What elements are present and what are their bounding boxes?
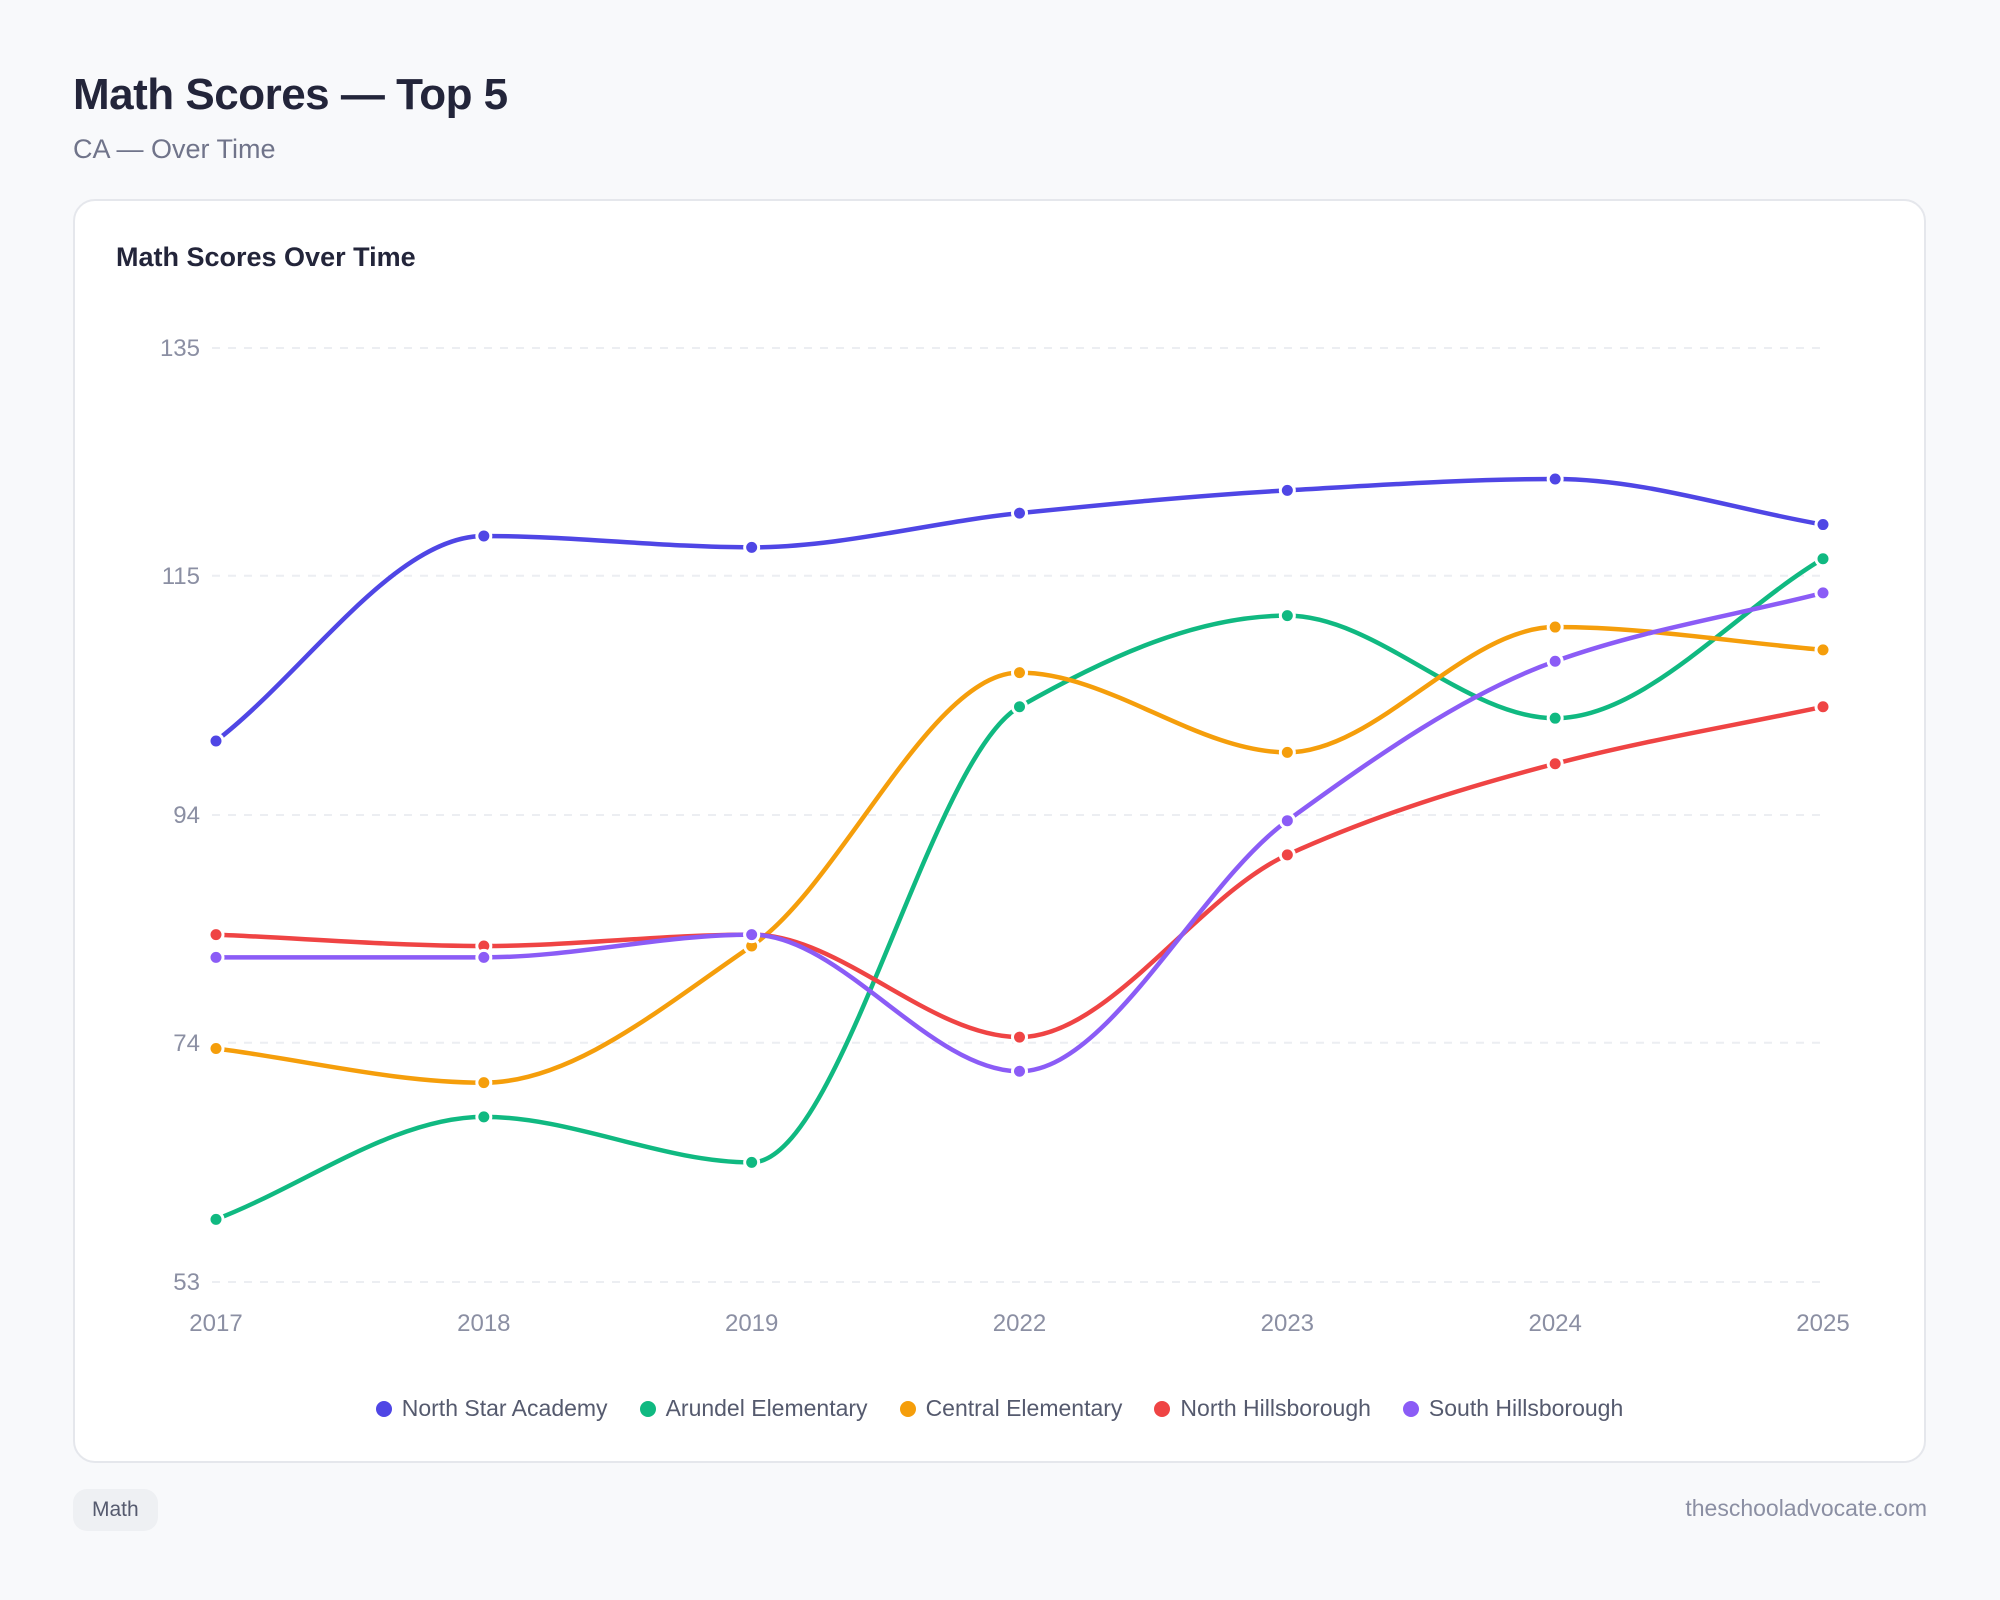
- data-point-north-hillsborough[interactable]: [1546, 755, 1564, 773]
- data-point-south-hillsborough[interactable]: [1814, 584, 1832, 602]
- data-point-central-elementary[interactable]: [1814, 641, 1832, 659]
- data-point-south-hillsborough[interactable]: [1278, 812, 1296, 830]
- page-title: Math Scores — Top 5: [73, 70, 508, 119]
- data-point-central-elementary[interactable]: [207, 1040, 225, 1057]
- data-point-central-elementary[interactable]: [1011, 664, 1028, 682]
- legend-label: South Hillsborough: [1428, 1395, 1624, 1421]
- y-axis-labels: 53 74 94 115 135: [160, 335, 200, 1296]
- data-point-north-hillsborough[interactable]: [1278, 846, 1296, 864]
- series-line-north-hillsborough: [213, 704, 1826, 1040]
- data-point-arundel-elementary[interactable]: [475, 1108, 493, 1126]
- data-point-arundel-elementary[interactable]: [743, 1153, 761, 1171]
- data-points: [207, 470, 1832, 1228]
- legend-item-south-hillsborough[interactable]: South Hillsborough: [1402, 1395, 1624, 1422]
- legend-item-north-hillsborough[interactable]: North Hillsborough: [1154, 1395, 1371, 1422]
- data-point-arundel-elementary[interactable]: [1546, 709, 1564, 727]
- data-point-north-star-academy[interactable]: [1546, 470, 1564, 488]
- data-point-south-hillsborough[interactable]: [207, 948, 225, 966]
- data-point-north-star-academy[interactable]: [743, 538, 761, 556]
- x-tick-label: 2022: [993, 1310, 1046, 1337]
- legend-label: North Star Academy: [401, 1395, 608, 1421]
- line-chart: 53 74 94 115 135 2017 2018 2019 2022 2023 2024 202…: [160, 335, 1850, 1337]
- legend-label: North Hillsborough: [1180, 1395, 1371, 1421]
- y-tick-label: 74: [173, 1030, 200, 1057]
- y-tick-label: 53: [173, 1269, 200, 1296]
- data-point-arundel-elementary[interactable]: [1011, 698, 1028, 716]
- legend-swatch: [375, 1400, 392, 1417]
- data-point-south-hillsborough[interactable]: [743, 926, 761, 944]
- y-tick-label: 135: [160, 335, 200, 362]
- legend-swatch: [639, 1400, 656, 1417]
- x-tick-label: 2024: [1528, 1310, 1581, 1337]
- page-subtitle: CA — Over Time: [73, 134, 276, 164]
- data-point-north-hillsborough[interactable]: [1011, 1028, 1028, 1046]
- data-point-north-star-academy[interactable]: [1011, 504, 1028, 522]
- series-line-arundel-elementary: [213, 556, 1826, 1222]
- legend-item-north-star-academy[interactable]: North Star Academy: [375, 1395, 608, 1422]
- data-point-north-star-academy[interactable]: [1814, 516, 1832, 534]
- series-lines: [213, 476, 1826, 1222]
- site-name: theschooladvocate.com: [1685, 1495, 1927, 1521]
- series-line-central-elementary: [213, 624, 1826, 1085]
- legend-swatch: [899, 1400, 916, 1417]
- legend-item-arundel-elementary[interactable]: Arundel Elementary: [639, 1395, 868, 1422]
- x-tick-label: 2018: [457, 1310, 510, 1337]
- subject-tag: Math: [73, 1489, 158, 1531]
- data-point-north-star-academy[interactable]: [1278, 481, 1296, 499]
- x-axis-labels: 2017 2018 2019 2022 2023 2024 2025: [189, 1310, 1849, 1337]
- data-point-central-elementary[interactable]: [1546, 618, 1564, 636]
- data-point-central-elementary[interactable]: [1278, 743, 1296, 761]
- legend-label: Arundel Elementary: [665, 1395, 868, 1421]
- y-tick-label: 115: [162, 563, 200, 590]
- x-tick-label: 2019: [725, 1310, 778, 1337]
- data-point-arundel-elementary[interactable]: [207, 1210, 225, 1228]
- x-tick-label: 2023: [1261, 1310, 1314, 1337]
- data-point-north-star-academy[interactable]: [475, 527, 493, 545]
- data-point-arundel-elementary[interactable]: [1278, 607, 1296, 625]
- data-point-arundel-elementary[interactable]: [1814, 550, 1832, 568]
- y-tick-label: 94: [173, 802, 200, 829]
- x-tick-label: 2017: [189, 1310, 242, 1337]
- data-point-south-hillsborough[interactable]: [1011, 1062, 1028, 1080]
- data-point-north-hillsborough[interactable]: [207, 926, 225, 944]
- chart-legend: North Star Academy Arundel Elementary Cent…: [75, 1395, 1924, 1422]
- x-tick-label: 2025: [1796, 1310, 1849, 1337]
- data-point-central-elementary[interactable]: [475, 1074, 493, 1092]
- legend-item-central-elementary[interactable]: Central Elementary: [899, 1395, 1123, 1422]
- chart-card: Math Scores Over Time 53 74 94 115 135 2017 2…: [73, 199, 1926, 1463]
- chart-title: Math Scores Over Time: [116, 242, 416, 272]
- data-point-south-hillsborough[interactable]: [1546, 652, 1564, 670]
- data-point-south-hillsborough[interactable]: [475, 948, 493, 966]
- data-point-north-star-academy[interactable]: [207, 732, 225, 750]
- legend-swatch: [1402, 1400, 1419, 1417]
- legend-swatch: [1154, 1400, 1171, 1417]
- grid-lines: [212, 347, 1823, 1283]
- data-point-north-hillsborough[interactable]: [1814, 698, 1832, 716]
- legend-label: Central Elementary: [925, 1395, 1123, 1421]
